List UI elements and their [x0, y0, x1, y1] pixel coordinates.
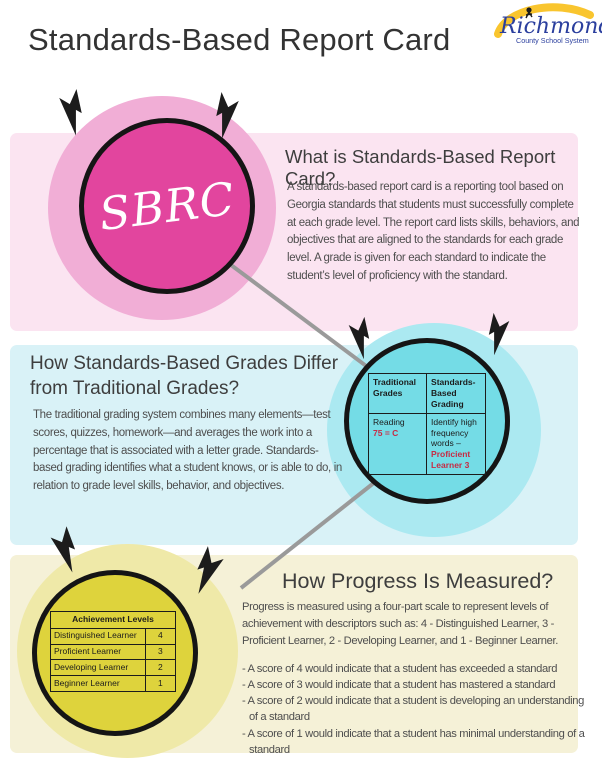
- grades-comparison-table: Traditional Grades Standards-Based Gradi…: [367, 373, 486, 476]
- lightning-bolt-icon: [197, 546, 224, 594]
- level-label: Developing Learner: [50, 659, 146, 677]
- traditional-grades-header: Traditional Grades: [367, 373, 428, 414]
- score-bullet: - A score of 3 would indicate that a stu…: [242, 679, 556, 692]
- standards-based-cell: Identify high frequency words – Proficie…: [426, 412, 486, 476]
- table-row: Reading 75 = C Identify high frequency w…: [367, 412, 486, 476]
- section-body-differ: The traditional grading system combines …: [33, 409, 342, 493]
- logo-figure-body-icon: [525, 11, 533, 19]
- sbrc-badge: SBRC: [96, 171, 238, 241]
- standards-based-header: Standards-Based Grading: [426, 373, 486, 414]
- section-heading-differ: How Standards-Based Grades Differ from T…: [30, 353, 339, 399]
- level-label: Proficient Learner: [50, 643, 146, 661]
- table-row: Distinguished Learner 4: [50, 627, 177, 645]
- page-title: Standards-Based Report Card: [28, 22, 451, 57]
- logo-swoosh-icon: [494, 3, 594, 38]
- section-heading-what: What is Standards-Based Report Card?: [285, 146, 556, 189]
- table-row: Developing Learner 2: [50, 659, 177, 677]
- lightning-bolt-icon: [216, 91, 239, 139]
- traditional-grade-value: 75 = C: [373, 427, 399, 438]
- level-label: Beginner Learner: [50, 675, 146, 692]
- subject-label: Reading: [373, 416, 405, 427]
- richmond-logo-icon: Richmond County School System: [494, 3, 603, 45]
- logo-subtitle: County School System: [516, 36, 589, 45]
- level-score: 3: [144, 643, 177, 661]
- table-row: Proficient Learner 3: [50, 643, 177, 661]
- level-label: Distinguished Learner: [50, 627, 146, 645]
- table-row: Beginner Learner 1: [50, 675, 177, 692]
- table-header-row: Traditional Grades Standards-Based Gradi…: [367, 373, 486, 414]
- achievement-levels-header: Achievement Levels: [50, 611, 176, 629]
- section-heading-progress: How Progress Is Measured?: [282, 569, 554, 593]
- achievement-levels-table: Achievement Levels Distinguished Learner…: [50, 611, 177, 692]
- logo-name: Richmond: [499, 14, 602, 39]
- lightning-bolt-icon: [488, 312, 510, 356]
- level-score: 2: [144, 659, 177, 677]
- score-bullet: - A score of 4 would indicate that a stu…: [242, 663, 558, 675]
- section-body-what: A standards-based report card is a repor…: [287, 181, 580, 283]
- score-bullet-list: - A score of 4 would indicate that a stu…: [242, 661, 587, 758]
- level-score: 1: [144, 675, 177, 692]
- table-header-row: Achievement Levels: [50, 611, 176, 629]
- logo-figure-icon: [526, 7, 532, 13]
- section-body-progress: Progress is measured using a four-part s…: [242, 601, 559, 647]
- traditional-grade-cell: Reading 75 = C: [367, 412, 428, 476]
- level-score: 4: [144, 627, 177, 645]
- standards-based-value: Proficient Learner 3: [431, 449, 471, 471]
- lightning-bolt-icon: [59, 88, 82, 136]
- score-bullet: - A score of 1 would indicate that a stu…: [242, 727, 585, 756]
- lightning-bolt-icon: [348, 316, 370, 360]
- score-bullet: - A score of 2 would indicate that a stu…: [242, 695, 584, 724]
- sbrc-circle: SBRC: [79, 118, 255, 294]
- connector-line-2: [239, 480, 377, 590]
- standard-description: Identify high frequency words –: [431, 416, 477, 449]
- lightning-bolt-icon: [50, 526, 76, 573]
- richmond-logo: Richmond County School System: [490, 3, 603, 47]
